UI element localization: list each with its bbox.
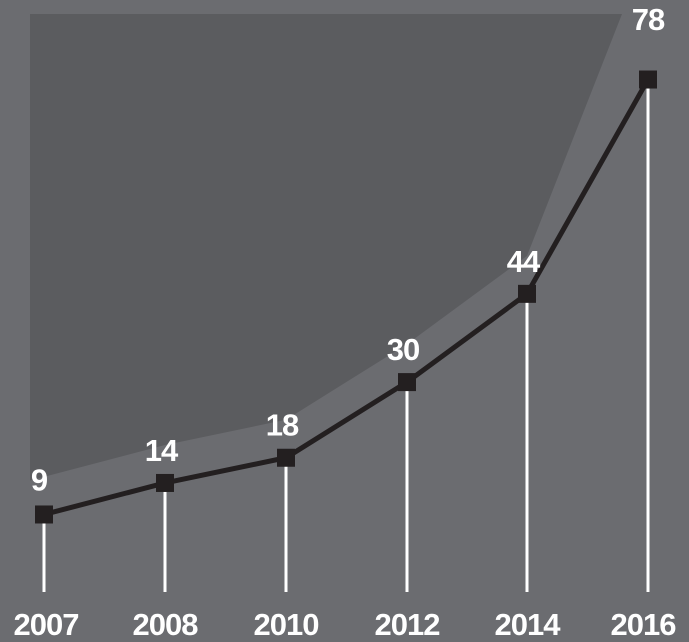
data-point-2010 [277,448,295,467]
data-point-2007 [35,505,53,524]
x-tick-label-2007: 2007 [14,607,79,642]
x-tick-label-2008: 2008 [133,607,199,642]
data-point-2012 [398,373,416,392]
x-axis-tick-labels: 2007 2008 2010 2012 2014 2016 [14,607,678,642]
data-label-2008: 14 [145,433,179,468]
data-label-2016: 78 [632,2,665,37]
data-markers [35,70,657,524]
data-label-2010: 18 [266,408,299,443]
data-labels: 9 14 18 30 44 78 [31,2,666,497]
data-label-2007: 9 [31,462,48,497]
data-label-2012: 30 [387,332,419,367]
data-point-2014 [518,284,536,303]
x-tick-label-2016: 2016 [611,607,677,642]
series-line [43,78,651,517]
x-tick-label-2014: 2014 [495,607,562,642]
drop-lines [42,79,650,592]
data-point-2016 [639,70,657,89]
data-label-2014: 44 [507,244,541,279]
x-tick-label-2012: 2012 [375,607,440,642]
data-point-2008 [156,473,174,492]
x-tick-label-2010: 2010 [254,607,319,642]
shaded-area [30,14,622,481]
